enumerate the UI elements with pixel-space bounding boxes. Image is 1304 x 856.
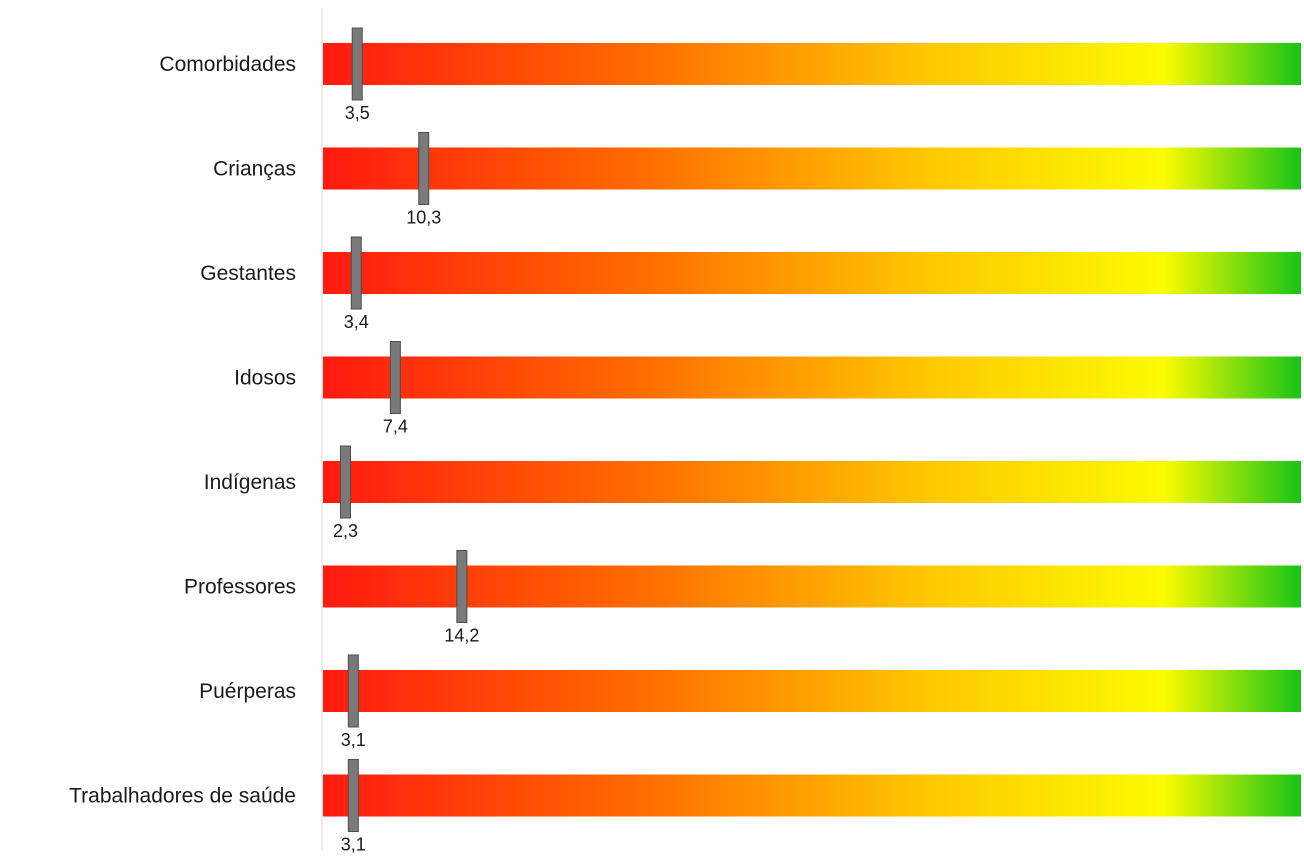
category-label: Indígenas [204, 471, 296, 494]
category-label: Crianças [213, 158, 296, 181]
gradient-bar [323, 565, 1301, 608]
value-marker [456, 550, 468, 623]
gradient-bar [323, 43, 1301, 85]
category-label: Puérperas [199, 680, 296, 703]
value-marker [389, 341, 401, 414]
value-label: 2,3 [333, 521, 358, 541]
category-label: Professores [184, 576, 296, 599]
category-label: Idosos [234, 367, 296, 390]
value-label: 3,5 [345, 103, 370, 123]
gradient-bar [323, 774, 1301, 817]
value-marker [351, 27, 363, 101]
value-marker [339, 445, 351, 519]
value-label: 7,4 [383, 417, 408, 437]
gradient-bar [323, 252, 1301, 294]
category-label: Comorbidades [159, 53, 296, 76]
gradient-bar [323, 147, 1301, 190]
category-label: Gestantes [200, 262, 296, 285]
value-label: 10,3 [406, 208, 441, 228]
value-marker [347, 759, 359, 832]
value-label: 3,4 [344, 312, 369, 332]
value-marker [350, 236, 362, 310]
value-marker [418, 132, 430, 205]
value-label: 14,2 [444, 626, 479, 646]
value-label: 3,1 [341, 835, 366, 855]
category-label: Trabalhadores de saúde [69, 785, 296, 808]
gradient-bar [323, 356, 1301, 399]
gradient-bar [323, 670, 1301, 712]
gradient-bar [323, 461, 1301, 503]
value-label: 3,1 [341, 730, 366, 750]
value-marker [347, 654, 359, 728]
